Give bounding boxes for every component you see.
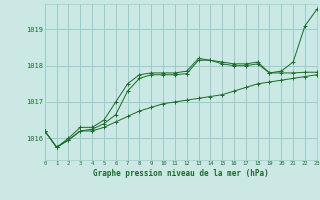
X-axis label: Graphe pression niveau de la mer (hPa): Graphe pression niveau de la mer (hPa)	[93, 169, 269, 178]
